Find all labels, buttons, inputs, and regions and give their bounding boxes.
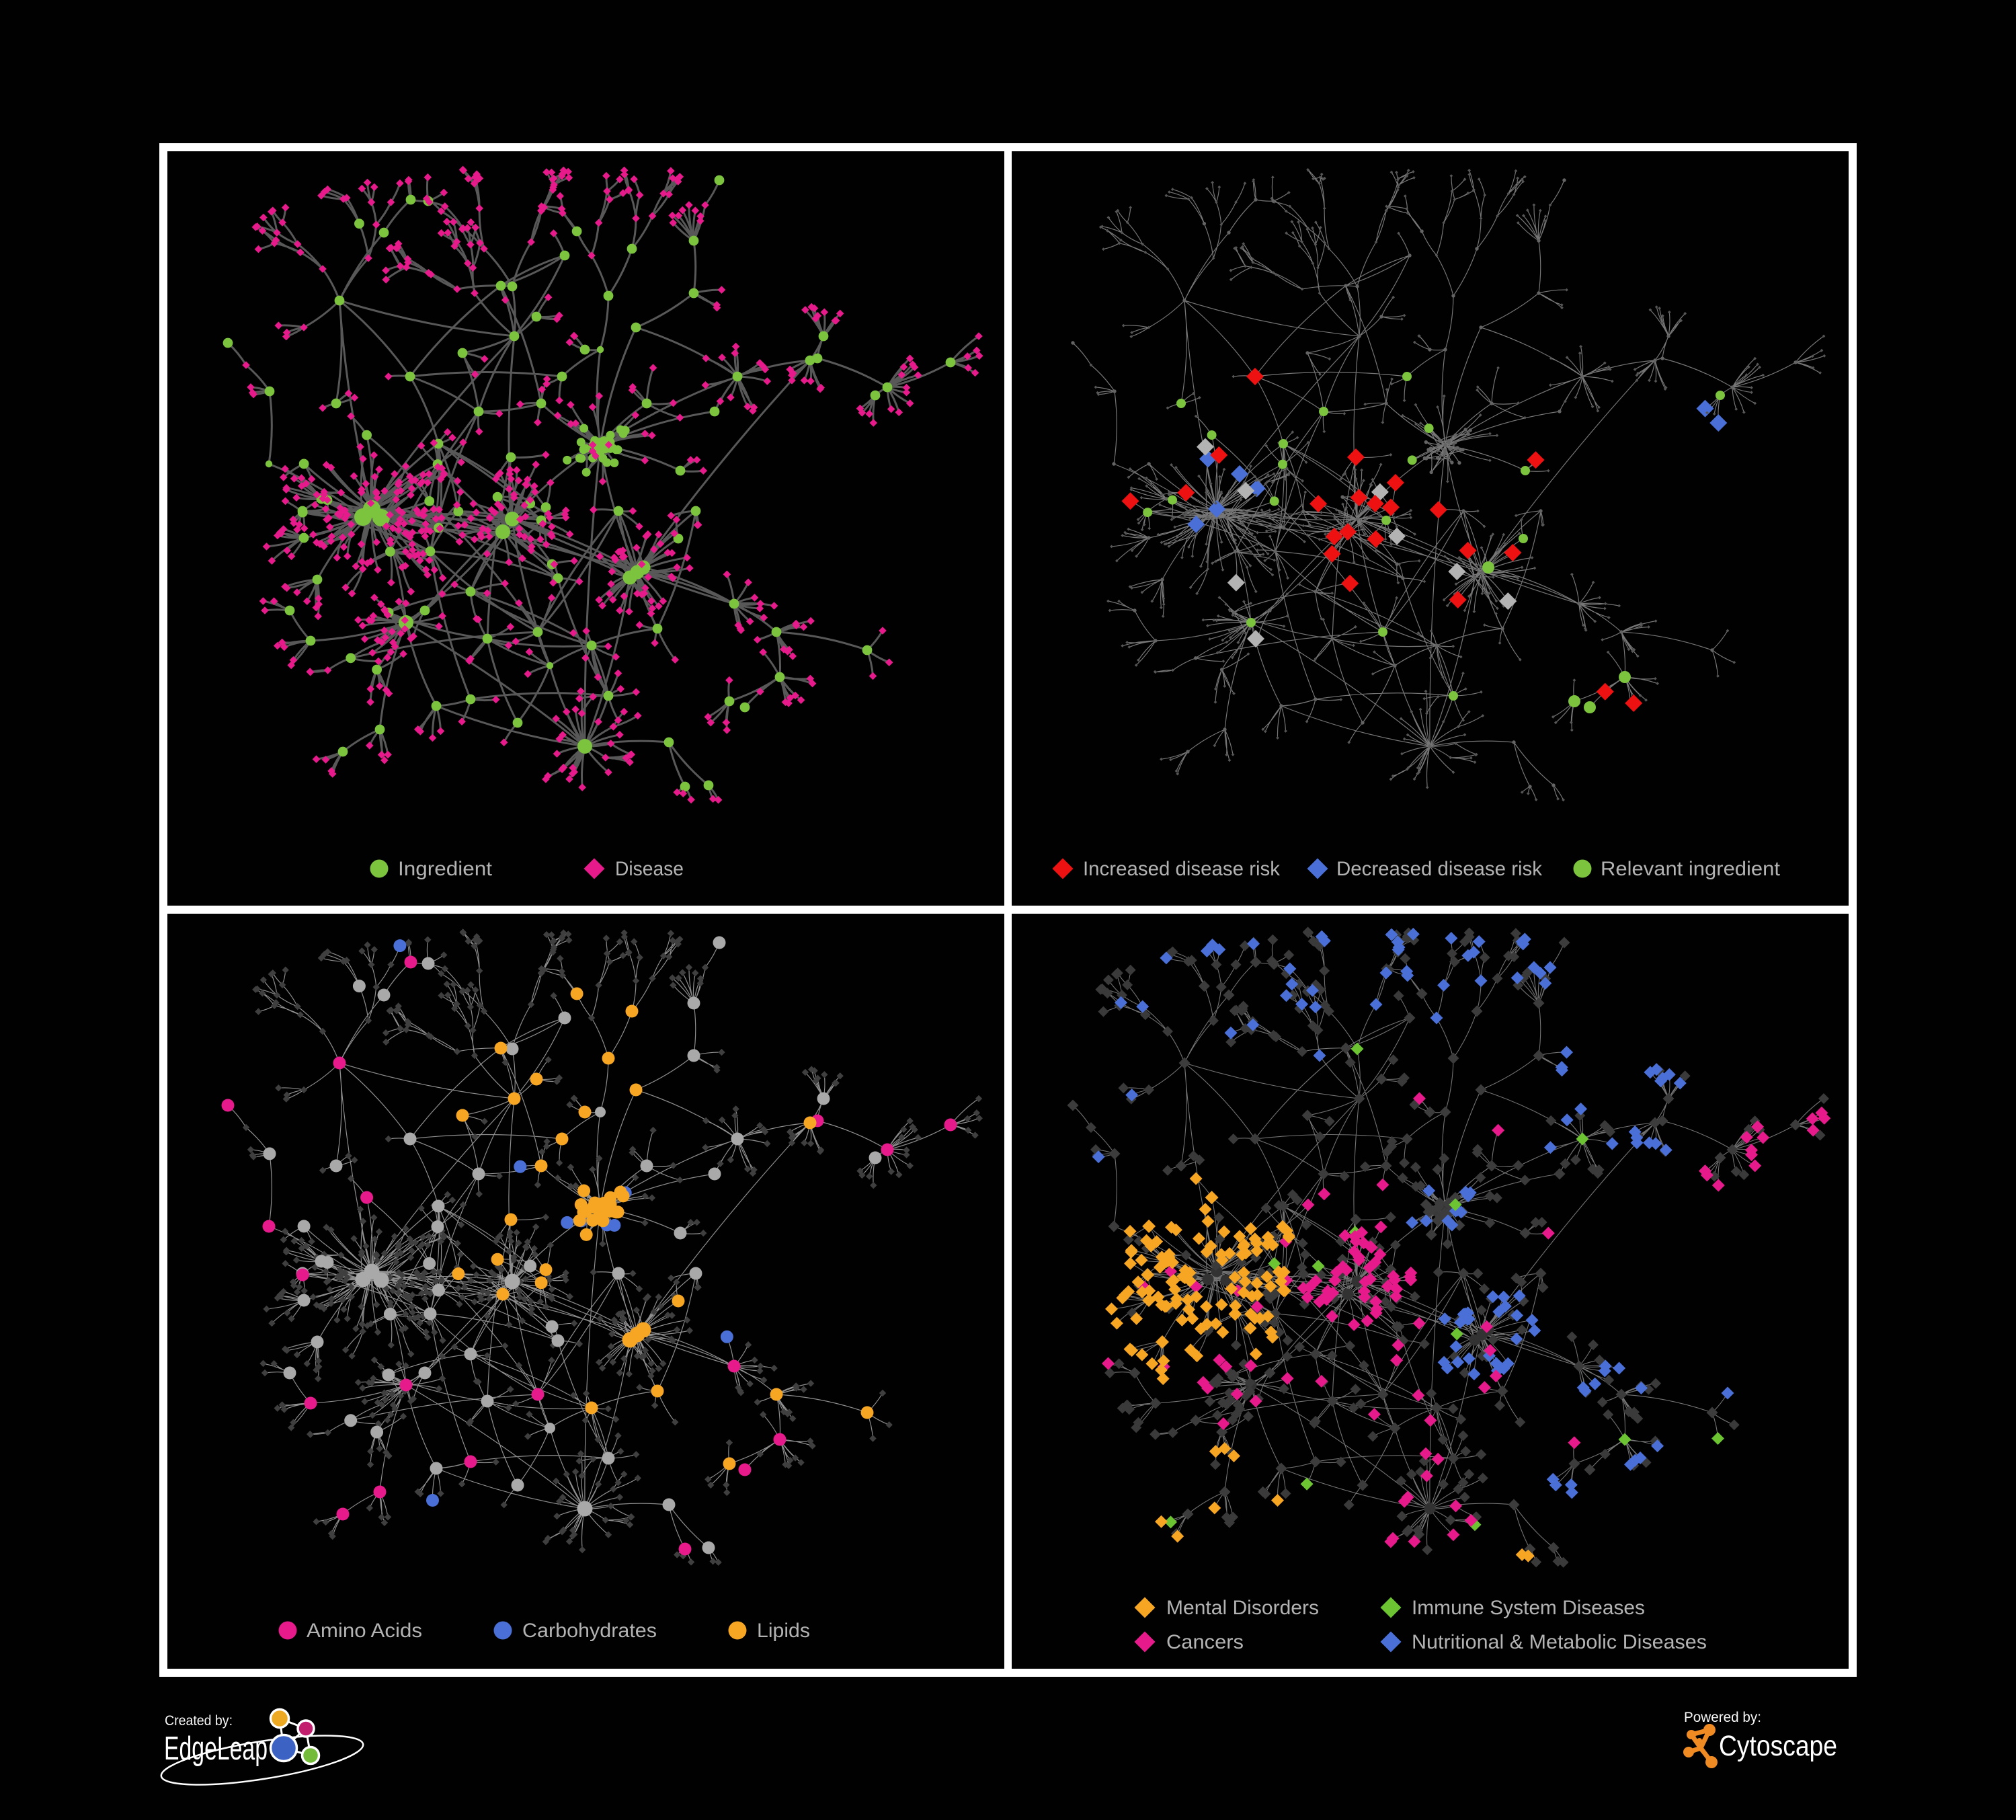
svg-text:Created by:: Created by: [165,1713,233,1729]
svg-text:Carbohydrates: Carbohydrates [522,1620,657,1642]
svg-text:Powered by:: Powered by: [1684,1710,1761,1725]
svg-text:Cancers: Cancers [1166,1631,1244,1653]
svg-text:Immune System Diseases: Immune System Diseases [1412,1597,1645,1619]
svg-text:Mental Disorders: Mental Disorders [1166,1597,1319,1619]
svg-text:Disease: Disease [615,858,684,880]
svg-text:Decreased disease risk: Decreased disease risk [1336,858,1543,880]
svg-text:Increased disease risk: Increased disease risk [1083,858,1281,880]
svg-text:Nutritional & Metabolic Diseas: Nutritional & Metabolic Diseases [1412,1631,1707,1653]
svg-text:Cytoscape: Cytoscape [1719,1730,1837,1762]
svg-text:Amino Acids: Amino Acids [307,1620,422,1642]
svg-text:Lipids: Lipids [757,1620,810,1642]
svg-text:Ingredient: Ingredient [398,858,493,880]
svg-text:Relevant ingredient: Relevant ingredient [1601,858,1781,880]
